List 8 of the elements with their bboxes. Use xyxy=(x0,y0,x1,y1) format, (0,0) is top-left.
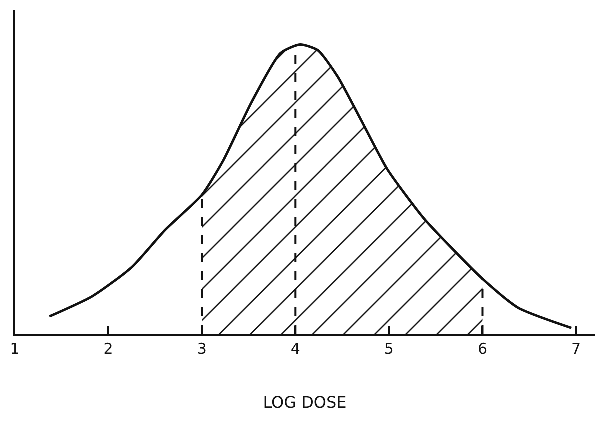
x-tick-label: 4 xyxy=(290,340,300,358)
x-tick-label: 6 xyxy=(478,340,488,358)
x-tick-label: 3 xyxy=(197,340,207,358)
x-tick-label: 1 xyxy=(10,340,20,358)
x-tick-label: 7 xyxy=(572,340,582,358)
x-axis-title: LOG DOSE xyxy=(263,393,347,412)
x-tick-label: 5 xyxy=(384,340,394,358)
x-tick-label: 2 xyxy=(104,340,114,358)
